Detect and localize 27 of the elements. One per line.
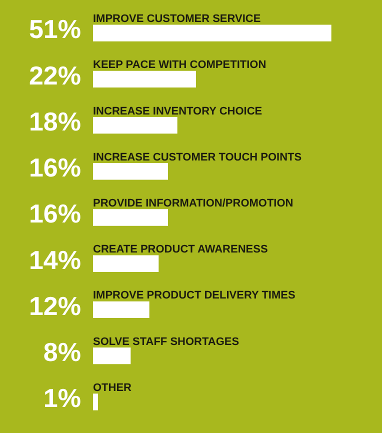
bar (93, 70, 196, 88)
y-tick-label: INCREASE CUSTOMER TOUCH POINTS (93, 151, 302, 164)
bar (93, 394, 98, 410)
y-tick-label: INCREASE INVENTORY CHOICE (93, 105, 262, 118)
data-label: 16% (28, 152, 81, 183)
data-label: 12% (28, 290, 81, 321)
data-label: 51% (28, 14, 81, 44)
data-label: 22% (28, 60, 81, 90)
bar (93, 301, 150, 318)
data-label: 8% (43, 337, 81, 368)
bar (93, 116, 178, 134)
bar (93, 348, 131, 364)
data-label: 16% (28, 198, 81, 229)
data-label: 1% (43, 383, 81, 414)
y-tick-label: OTHER (93, 382, 132, 394)
bar (93, 163, 168, 180)
data-label: 14% (28, 244, 81, 275)
y-tick-label: IMPROVE PRODUCT DELIVERY TIMES (93, 290, 296, 302)
y-tick-label: KEEP PACE WITH COMPETITION (93, 59, 266, 72)
data-label: 18% (28, 106, 81, 136)
y-tick-label: SOLVE STAFF SHORTAGES (93, 336, 240, 348)
bar (93, 255, 159, 272)
bar (93, 209, 168, 226)
y-tick-label: PROVIDE INFORMATION/PROMOTION (93, 198, 294, 210)
y-tick-label: CREATE PRODUCT AWARENESS (93, 244, 268, 256)
bar (93, 24, 332, 42)
y-tick-label: IMPROVE CUSTOMER SERVICE (93, 13, 261, 26)
